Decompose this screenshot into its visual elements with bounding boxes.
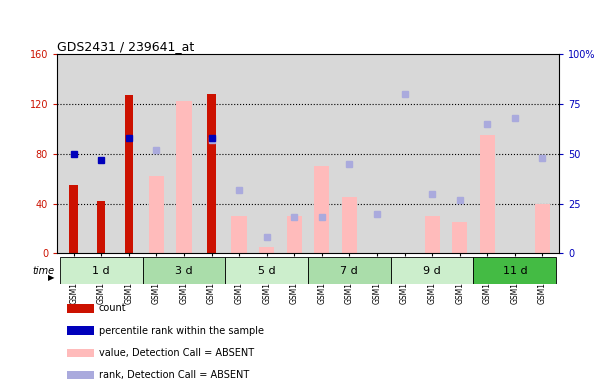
Text: 11 d: 11 d — [502, 266, 527, 276]
Text: 5 d: 5 d — [258, 266, 275, 276]
Bar — [207, 94, 216, 253]
Bar — [124, 95, 133, 253]
Bar — [424, 216, 440, 253]
Text: count: count — [99, 303, 126, 313]
Text: 1 d: 1 d — [93, 266, 110, 276]
Bar — [97, 201, 105, 253]
Text: 7 d: 7 d — [341, 266, 358, 276]
Text: rank, Detection Call = ABSENT: rank, Detection Call = ABSENT — [99, 370, 249, 380]
Bar — [314, 166, 329, 253]
Bar — [67, 304, 94, 313]
Text: percentile rank within the sample: percentile rank within the sample — [99, 326, 264, 336]
Text: 9 d: 9 d — [423, 266, 441, 276]
Bar — [231, 216, 246, 253]
Text: ▶: ▶ — [47, 273, 54, 281]
Bar — [60, 257, 142, 284]
Text: 3 d: 3 d — [175, 266, 193, 276]
Bar — [176, 101, 192, 253]
Bar — [259, 247, 274, 253]
Bar — [70, 185, 78, 253]
Text: GDS2431 / 239641_at: GDS2431 / 239641_at — [57, 40, 194, 53]
Bar — [342, 197, 357, 253]
Text: value, Detection Call = ABSENT: value, Detection Call = ABSENT — [99, 348, 254, 358]
Bar — [142, 257, 225, 284]
Bar — [67, 326, 94, 335]
Bar — [67, 371, 94, 379]
Bar — [474, 257, 556, 284]
Bar — [480, 135, 495, 253]
Bar — [67, 349, 94, 357]
Bar — [535, 204, 550, 253]
Bar — [287, 216, 302, 253]
Bar — [149, 176, 164, 253]
Bar — [452, 222, 467, 253]
Bar — [391, 257, 474, 284]
Text: time: time — [32, 266, 54, 276]
Bar — [225, 257, 308, 284]
Bar — [308, 257, 391, 284]
